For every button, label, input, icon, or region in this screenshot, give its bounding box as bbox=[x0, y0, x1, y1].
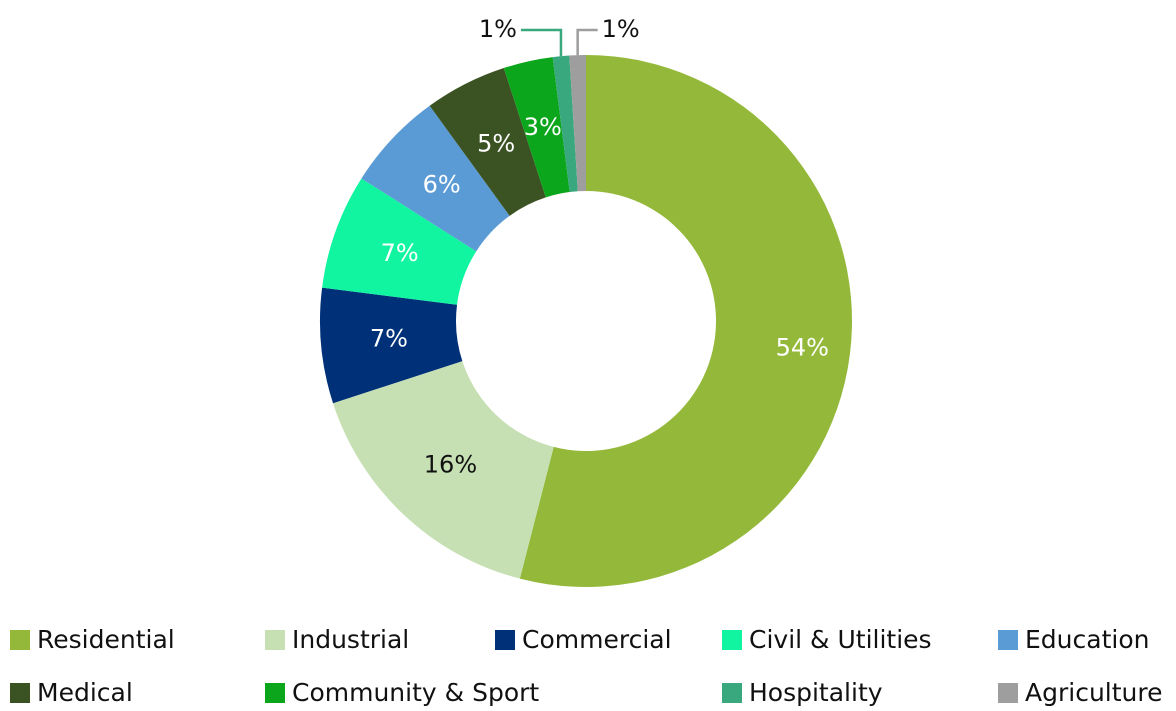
data-label: 16% bbox=[424, 450, 477, 478]
slice bbox=[503, 57, 570, 198]
slice bbox=[320, 287, 463, 404]
legend-swatch bbox=[10, 630, 30, 650]
legend-label: Agriculture bbox=[1025, 678, 1163, 707]
leader-line bbox=[520, 28, 563, 57]
legend-label: Hospitality bbox=[749, 678, 883, 707]
slice bbox=[569, 55, 586, 192]
slice bbox=[519, 55, 852, 587]
slice bbox=[552, 55, 578, 193]
legend-swatch bbox=[998, 630, 1018, 650]
data-label: 54% bbox=[776, 333, 829, 361]
legend-label: Civil & Utilities bbox=[749, 625, 932, 654]
legend-label: Medical bbox=[37, 678, 133, 707]
legend-label: Industrial bbox=[292, 625, 409, 654]
legend-swatch bbox=[265, 683, 285, 703]
legend-swatch bbox=[722, 630, 742, 650]
data-label: 7% bbox=[370, 325, 408, 353]
legend-swatch bbox=[998, 683, 1018, 703]
legend-label: Commercial bbox=[522, 625, 672, 654]
slice bbox=[429, 68, 546, 216]
slice bbox=[361, 105, 510, 252]
legend-label: Residential bbox=[37, 625, 175, 654]
data-label: 5% bbox=[477, 130, 515, 158]
data-label: 3% bbox=[524, 113, 562, 141]
legend-swatch bbox=[265, 630, 285, 650]
data-label: 7% bbox=[381, 239, 419, 267]
leader-line bbox=[576, 28, 598, 56]
data-label: 1% bbox=[479, 15, 517, 43]
legend-swatch bbox=[495, 630, 515, 650]
slice bbox=[322, 178, 477, 305]
data-label: 6% bbox=[423, 170, 461, 198]
legend-swatch bbox=[10, 683, 30, 703]
legend-label: Community & Sport bbox=[292, 678, 539, 707]
data-label: 1% bbox=[602, 15, 640, 43]
legend-swatch bbox=[722, 683, 742, 703]
slice bbox=[333, 361, 554, 579]
legend-label: Education bbox=[1025, 625, 1149, 654]
